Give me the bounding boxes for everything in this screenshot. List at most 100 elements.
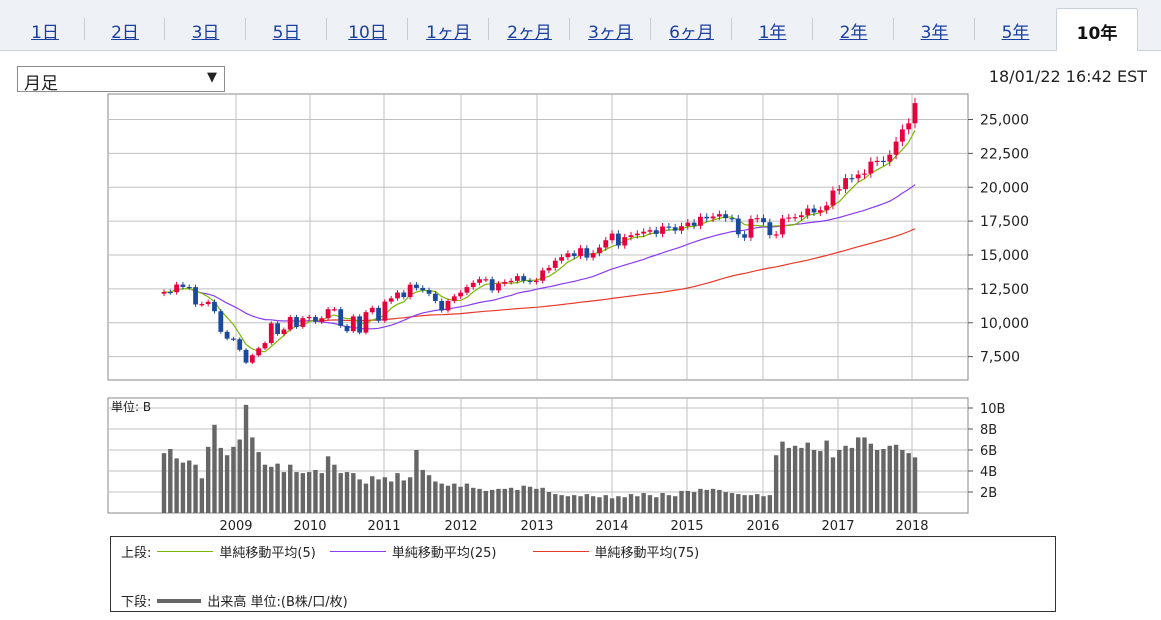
tab-13[interactable]: 10年: [1056, 8, 1138, 51]
candle-body: [761, 218, 766, 223]
volume-bar: [672, 496, 678, 513]
candle-body: [716, 214, 722, 217]
candle-type-select[interactable]: 月足 ▼: [17, 66, 225, 94]
candle-body: [824, 205, 830, 211]
candle-body: [799, 215, 804, 218]
volume-bar: [250, 437, 255, 513]
ma75-line: [302, 228, 916, 322]
volume-tick-label: 2B: [980, 486, 997, 501]
volume-bar: [231, 446, 236, 513]
candle-body: [780, 218, 785, 235]
candle-body: [205, 301, 211, 305]
ma25-line-swatch: [329, 551, 386, 552]
volume-bar: [780, 441, 785, 513]
candle-body: [300, 318, 306, 327]
candle-body: [691, 222, 697, 226]
volume-bar: [407, 477, 413, 513]
candle-body: [609, 233, 615, 241]
tab-9[interactable]: 1年: [732, 8, 813, 50]
candle-body: [546, 267, 552, 271]
volume-bar: [458, 486, 463, 513]
volume-bar: [830, 457, 836, 513]
price-tick-label: 15,000: [980, 248, 1029, 264]
volume-bar: [609, 498, 615, 513]
candle-body: [369, 307, 375, 313]
volume-tick-label: 4B: [980, 465, 997, 480]
tab-5[interactable]: 1ヶ月: [408, 8, 489, 50]
candle-body: [464, 287, 470, 293]
x-tick-label: 2015: [670, 519, 703, 534]
candle-body: [521, 276, 527, 281]
candle-body: [338, 309, 344, 326]
volume-bar: [439, 483, 444, 513]
volume-bar: [893, 444, 899, 513]
tab-1[interactable]: 2日: [85, 8, 165, 50]
volume-bar: [641, 493, 646, 513]
volume-bar: [698, 488, 703, 513]
volume-bar: [559, 495, 564, 513]
volume-bar: [912, 457, 918, 513]
candle-body: [862, 173, 867, 175]
legend-volume: 出来高 単位:(B株/口/枚): [207, 595, 348, 610]
volume-bar: [761, 496, 766, 513]
volume-tick-label: 10B: [980, 402, 1005, 417]
tab-3[interactable]: 5日: [246, 8, 327, 50]
volume-bar: [534, 488, 539, 513]
candle-body: [325, 309, 331, 319]
volume-bar: [691, 492, 697, 513]
volume-bar: [420, 469, 425, 513]
volume-bar: [755, 494, 760, 513]
volume-bar: [856, 437, 861, 513]
dropdown-arrow-icon: ▼: [207, 70, 217, 85]
volume-bar: [792, 445, 798, 513]
volume-bar: [887, 445, 892, 513]
candle-body: [893, 141, 899, 155]
volume-bar: [881, 448, 886, 513]
tab-12[interactable]: 5年: [1001, 23, 1030, 43]
candle-body: [395, 292, 400, 299]
candle-body: [382, 301, 388, 321]
candle-body: [237, 339, 243, 350]
tab-2[interactable]: 3日: [165, 8, 246, 50]
volume-bar: [565, 496, 571, 513]
tab-6[interactable]: 2ヶ月: [489, 8, 570, 50]
tab-7[interactable]: 3ヶ月: [570, 8, 651, 50]
candle-body: [426, 290, 432, 294]
volume-bar: [294, 472, 299, 513]
candle-body: [231, 338, 236, 340]
x-tick-label: 2014: [595, 519, 628, 534]
candle-body: [603, 240, 609, 248]
tab-11[interactable]: 3年: [894, 8, 975, 50]
candle-type-value: 月足: [24, 74, 58, 94]
legend-upper-label: 上段:: [121, 546, 152, 561]
volume-bar: [351, 473, 356, 513]
volume-bar: [288, 464, 293, 513]
volume-bar: [717, 489, 722, 513]
candle-body: [344, 325, 350, 332]
legend-ma75: 単純移動平均(75): [594, 546, 700, 561]
candle-body: [502, 281, 508, 284]
volume-bar: [773, 455, 779, 513]
tab-0[interactable]: 1日: [5, 8, 85, 50]
volume-bar: [508, 487, 514, 513]
candle-body: [224, 331, 230, 339]
candle-body: [735, 218, 741, 235]
volume-bar: [256, 452, 261, 513]
volume-bar: [868, 443, 874, 513]
ma5-line-swatch: [157, 551, 214, 552]
volume-bar: [376, 479, 381, 513]
volume-bar: [262, 464, 268, 513]
tab-10[interactable]: 2年: [813, 8, 894, 50]
volume-bar: [325, 456, 331, 513]
tab-4[interactable]: 10日: [327, 8, 408, 50]
volume-bar: [805, 442, 810, 513]
tab-8[interactable]: 6ヶ月: [651, 8, 732, 50]
volume-bar: [452, 483, 457, 513]
candle-body: [294, 317, 299, 327]
candle-body: [578, 248, 583, 257]
candle-body: [710, 216, 716, 219]
candle-body: [622, 237, 628, 246]
volume-bar: [193, 464, 198, 513]
candle-body: [533, 280, 539, 282]
volume-bar: [388, 481, 394, 513]
